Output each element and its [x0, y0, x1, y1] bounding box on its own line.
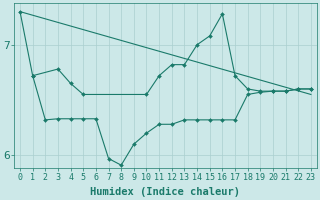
X-axis label: Humidex (Indice chaleur): Humidex (Indice chaleur): [91, 187, 240, 197]
